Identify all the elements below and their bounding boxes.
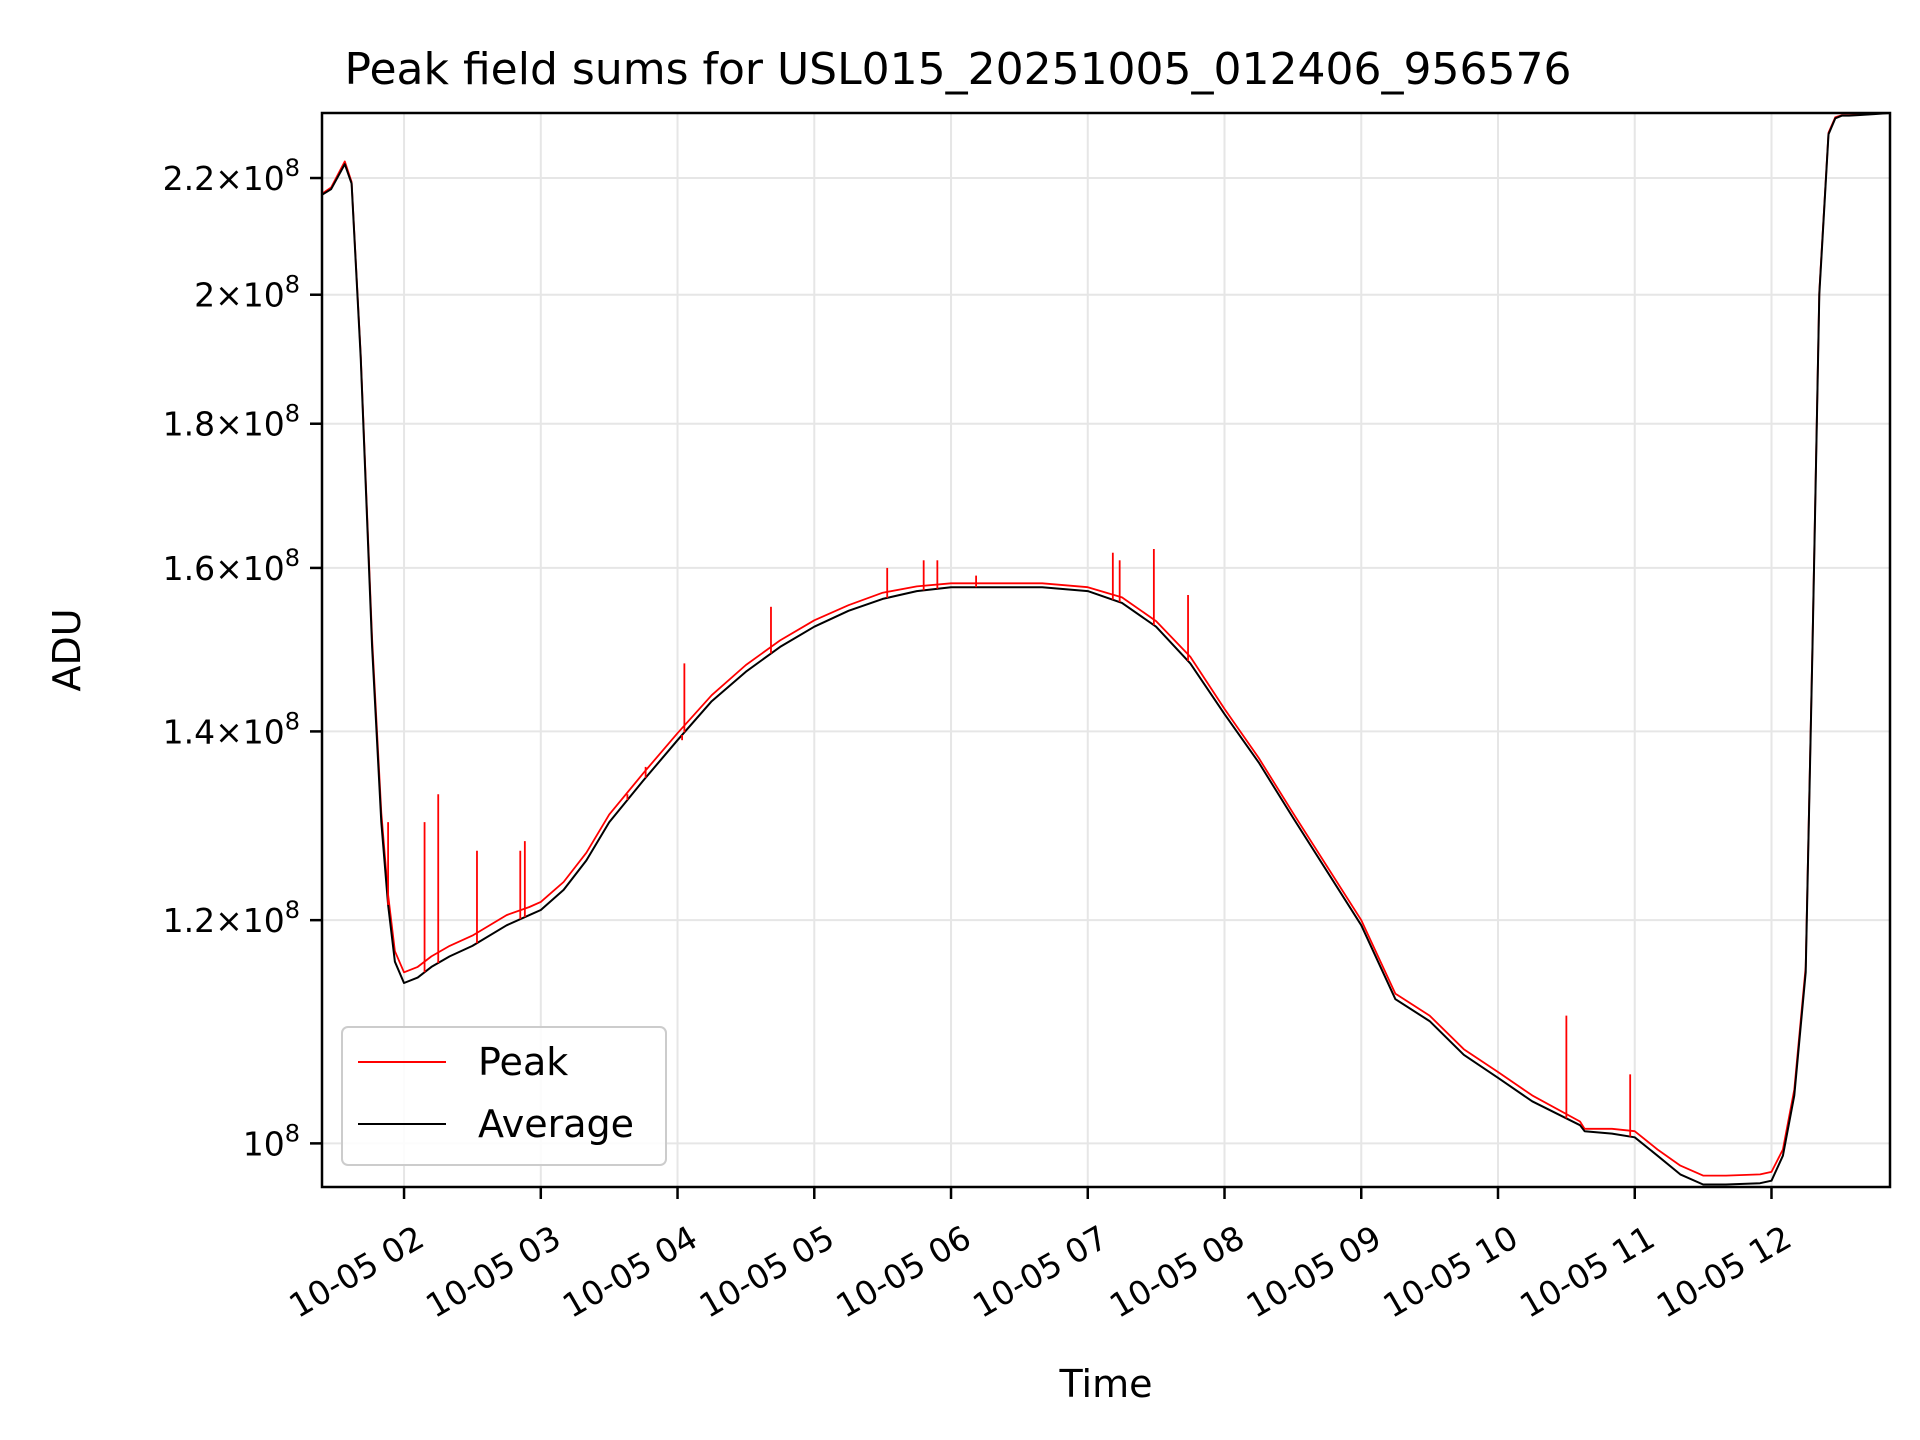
x-tick-label: 10-05 08 — [1103, 1218, 1251, 1326]
y-tick-label: 1.6×108 — [163, 544, 300, 588]
legend-label-peak: Peak — [478, 1040, 568, 1084]
y-tick-label: 1.8×108 — [163, 400, 300, 444]
x-tick-label: 10-05 03 — [419, 1218, 567, 1326]
grid — [322, 113, 1890, 1187]
legend: Peak Average — [341, 1026, 667, 1166]
x-tick-label: 10-05 04 — [556, 1218, 704, 1326]
x-tick-label: 10-05 09 — [1240, 1218, 1388, 1326]
x-tick-label: 10-05 12 — [1650, 1218, 1798, 1326]
y-tick-label: 108 — [243, 1119, 300, 1163]
y-tick-label: 2×108 — [194, 271, 300, 315]
x-tick-label: 10-05 05 — [693, 1218, 841, 1326]
x-tick-label: 10-05 11 — [1513, 1218, 1661, 1326]
plot-lines — [322, 113, 1890, 1186]
x-tick-label: 10-05 10 — [1376, 1218, 1524, 1326]
x-tick-label: 10-05 06 — [829, 1218, 977, 1326]
y-axis-label: ADU — [45, 608, 89, 691]
y-axis: 108 1.2×108 1.4×108 1.6×108 1.8×108 2×108 2.2×… — [163, 154, 322, 1163]
y-tick-label: 1.4×108 — [163, 707, 300, 751]
y-tick-label: 2.2×108 — [163, 154, 300, 198]
series-line-average — [322, 113, 1890, 1186]
x-axis-label: Time — [1059, 1362, 1153, 1406]
x-tick-label: 10-05 02 — [282, 1218, 430, 1326]
plot-frame — [320, 111, 1892, 1189]
y-tick-label: 1.2×108 — [163, 896, 300, 940]
chart-title: Peak field sums for USL015_20251005_0124… — [345, 44, 1572, 95]
x-tick-label: 10-05 07 — [966, 1218, 1114, 1326]
legend-label-average: Average — [478, 1102, 634, 1146]
series-line-peak — [322, 113, 1890, 1177]
